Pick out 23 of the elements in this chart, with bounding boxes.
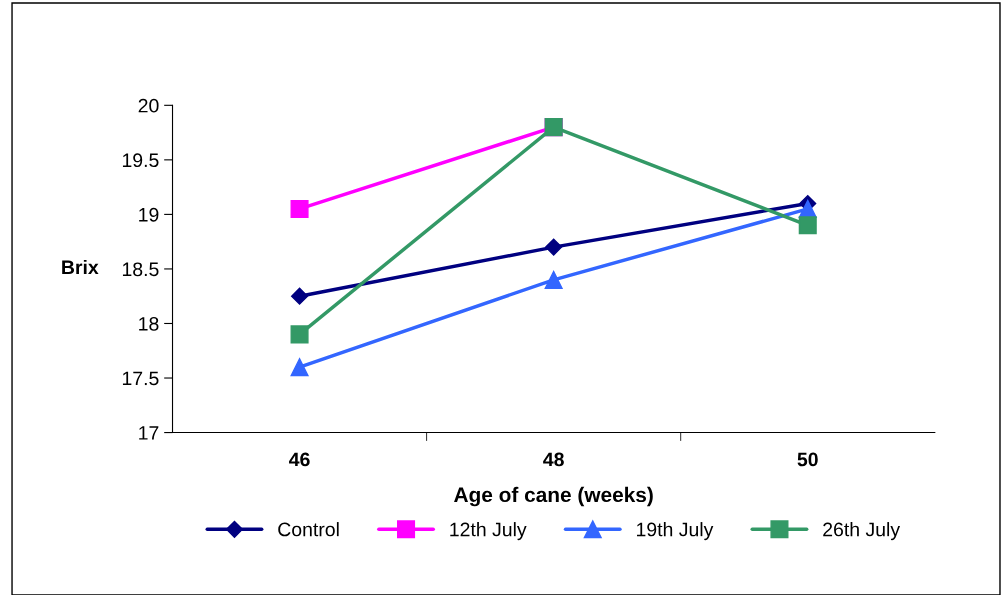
y-tick-label: 18 — [139, 316, 159, 331]
x-tick-label: 50 — [797, 452, 818, 467]
y-tick-label: 17.5 — [122, 371, 159, 386]
y-axis-title: Brix — [62, 259, 99, 274]
legend-label: Control — [278, 522, 339, 537]
legend-label: 19th July — [637, 522, 714, 541]
y-tick-label: 20 — [138, 98, 159, 113]
y-tick-label: 17 — [139, 426, 159, 440]
point — [291, 287, 309, 305]
point — [290, 199, 309, 218]
point — [798, 216, 817, 235]
x-tick-label: 46 — [289, 452, 310, 467]
y-tick-label: 19 — [139, 207, 159, 222]
y-tick-label: 18.5 — [122, 262, 159, 277]
point — [544, 270, 563, 289]
y-tick-label: 19.5 — [122, 153, 159, 168]
x-axis-title: Age of cane (weeks) — [454, 486, 653, 507]
legend-label: 12th July — [450, 522, 527, 541]
x-tick-label: 48 — [543, 452, 564, 467]
point — [290, 325, 309, 344]
point — [545, 238, 563, 256]
legend-label: 26th July — [823, 522, 901, 541]
point — [290, 358, 309, 377]
